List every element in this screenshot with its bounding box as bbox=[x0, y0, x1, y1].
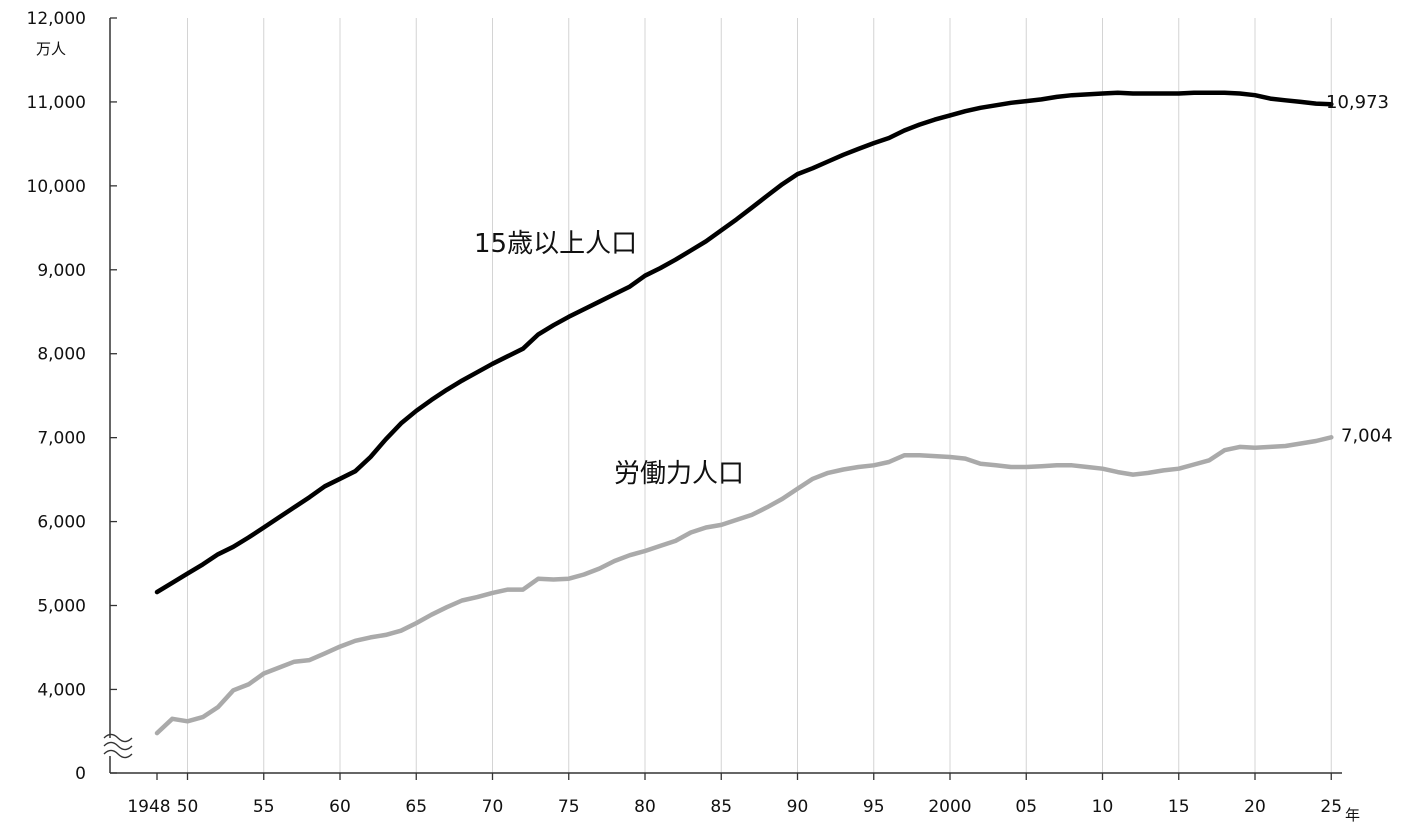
x-tick-label: 60 bbox=[329, 797, 351, 817]
y-tick-label: 8,000 bbox=[37, 345, 86, 365]
x-tick-label: 50 bbox=[177, 797, 199, 817]
x-ticks: 1948 50 55 60 65 70 75 80 85 90 95 2000 05 10 15 20 25 bbox=[127, 773, 1342, 817]
end-value-label: 7,004 bbox=[1341, 425, 1393, 446]
x-unit-label: 年 bbox=[1345, 806, 1360, 824]
x-tick-label: 2000 bbox=[928, 797, 971, 817]
x-tick-label: 10 bbox=[1092, 797, 1114, 817]
x-tick-label: 55 bbox=[253, 797, 275, 817]
labor-force-line bbox=[154, 435, 1334, 736]
y-ticks: 0 4,000 5,000 6,000 7,000 8,000 9,000 10,000 11,… bbox=[27, 9, 117, 784]
total-population-15plus-line bbox=[154, 90, 1334, 595]
x-tick-label: 90 bbox=[787, 797, 809, 817]
y-tick-label: 4,000 bbox=[37, 680, 86, 700]
x-tick-label: 75 bbox=[558, 797, 580, 817]
x-tick-label: 65 bbox=[405, 797, 427, 817]
series-lines bbox=[154, 90, 1334, 736]
end-value-label: 10,973 bbox=[1326, 92, 1389, 113]
y-tick-label: 0 bbox=[75, 764, 86, 784]
x-tick-label: 95 bbox=[863, 797, 885, 817]
y-tick-label: 5,000 bbox=[37, 597, 86, 617]
y-tick-label: 10,000 bbox=[27, 177, 86, 197]
y-tick-label: 9,000 bbox=[37, 261, 86, 281]
vertical-grid bbox=[187, 18, 1332, 773]
y-unit-label: 万人 bbox=[36, 40, 66, 58]
x-tick-label: 05 bbox=[1015, 797, 1037, 817]
x-tick-label: 80 bbox=[634, 797, 656, 817]
series-name-label: 労働力人口 bbox=[614, 459, 744, 489]
y-tick-label: 6,000 bbox=[37, 513, 86, 533]
x-tick-label: 85 bbox=[710, 797, 732, 817]
x-tick-label: 25 bbox=[1320, 797, 1342, 817]
x-tick-label: 1948 bbox=[127, 797, 170, 817]
x-tick-label: 15 bbox=[1168, 797, 1190, 817]
y-tick-label: 11,000 bbox=[27, 93, 86, 113]
axis-break-icon bbox=[103, 733, 133, 759]
series-name-label: 15歳以上人口 bbox=[474, 229, 637, 259]
x-tick-label: 70 bbox=[482, 797, 504, 817]
series-labels: 15歳以上人口 10,973 労働力人口 7,004 bbox=[474, 92, 1393, 489]
x-tick-label: 20 bbox=[1244, 797, 1266, 817]
axes bbox=[103, 18, 1342, 774]
y-tick-label: 7,000 bbox=[37, 429, 86, 449]
y-tick-label: 12,000 bbox=[27, 9, 86, 29]
